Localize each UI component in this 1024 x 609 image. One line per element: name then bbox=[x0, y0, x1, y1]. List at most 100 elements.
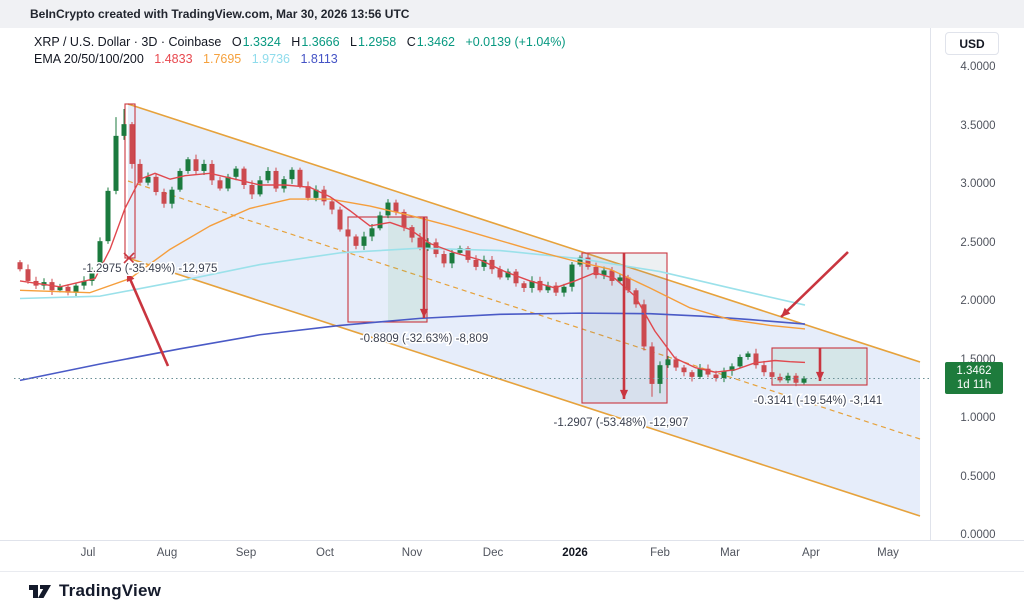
candle-body bbox=[409, 227, 415, 238]
candle-body bbox=[169, 189, 175, 204]
candle-body bbox=[281, 179, 287, 189]
candle-body bbox=[681, 367, 687, 373]
candle-body bbox=[345, 229, 351, 237]
ema20-value: 1.4833 bbox=[154, 52, 193, 66]
last-price-label: 1.3462 1d 11h bbox=[945, 362, 1003, 395]
candle-body bbox=[657, 365, 663, 384]
price-tick-label: 0.0000 bbox=[960, 529, 996, 541]
symbol-row: XRP / U.S. Dollar · 3D · Coinbase O1.332… bbox=[34, 34, 566, 51]
candle-body bbox=[689, 372, 695, 377]
high-value: 1.3666 bbox=[301, 35, 340, 49]
candle-body bbox=[441, 254, 447, 264]
tradingview-logo[interactable]: TradingView bbox=[28, 580, 161, 602]
candle-body bbox=[625, 277, 631, 291]
attribution-bar: BeInCrypto created with TradingView.com,… bbox=[0, 0, 1024, 28]
time-tick-label: Mar bbox=[720, 547, 740, 559]
measure-arrow-head bbox=[419, 308, 429, 318]
price-tick-label: 2.0000 bbox=[960, 295, 996, 307]
candle-body bbox=[641, 304, 647, 347]
candle-body bbox=[393, 202, 399, 212]
candle-body bbox=[697, 368, 703, 377]
candle-body bbox=[553, 285, 559, 293]
time-tick-label: Oct bbox=[316, 547, 334, 559]
candle-body bbox=[209, 163, 215, 181]
candle-body bbox=[665, 359, 671, 366]
ema200-value: 1.8113 bbox=[300, 52, 338, 66]
close-value: 1.3462 bbox=[416, 35, 455, 49]
price-tick-label: 2.5000 bbox=[960, 236, 996, 249]
symbol-title[interactable]: XRP / U.S. Dollar · 3D · Coinbase bbox=[34, 35, 222, 49]
candle-body bbox=[233, 168, 239, 177]
time-axis[interactable]: Jul Aug Sep Oct Nov Dec 2026 Feb Mar Apr May bbox=[0, 540, 1024, 572]
measure-label: -1.2975 (-35.49%) -12,975 bbox=[83, 263, 218, 275]
measure-label: -1.2907 (-53.48%) -12,907 bbox=[554, 417, 689, 429]
candle-body bbox=[385, 202, 391, 216]
currency-button[interactable]: USD bbox=[945, 32, 999, 55]
candle-body bbox=[401, 211, 407, 228]
pointer-arrow-1 bbox=[125, 271, 170, 367]
candle-body bbox=[153, 176, 159, 193]
candle-body bbox=[121, 124, 127, 136]
candle-body bbox=[377, 215, 383, 229]
candle-body bbox=[313, 189, 319, 198]
low-value: 1.2958 bbox=[357, 35, 397, 49]
ema200-line bbox=[19, 312, 806, 382]
time-tick-label: Sep bbox=[235, 547, 257, 559]
candle-body bbox=[425, 242, 431, 249]
ema-row: EMA 20/50/100/200 1.4833 1.7695 1.9736 1… bbox=[34, 51, 566, 68]
candle-body bbox=[193, 159, 199, 171]
time-tick-label: Feb bbox=[650, 547, 670, 559]
candle-body bbox=[225, 176, 231, 189]
channel-median-line bbox=[127, 180, 921, 440]
price-axis[interactable]: USD 4.0000 3.5000 3.0000 2.5000 2.0000 1.5000… bbox=[930, 28, 1024, 541]
candle-body bbox=[745, 353, 751, 357]
candle-body bbox=[497, 269, 503, 278]
chart-canvas[interactable]: -1.2975 (-35.49%) -12,975 -0.8809 (-32.63… bbox=[0, 28, 930, 540]
ema50-line bbox=[19, 198, 806, 330]
candle-body bbox=[185, 159, 191, 171]
candle-body bbox=[729, 366, 735, 372]
candle-body bbox=[113, 135, 119, 191]
candle-body bbox=[585, 257, 591, 267]
candle-body bbox=[241, 168, 247, 185]
candle-body bbox=[705, 368, 711, 375]
chart-area[interactable]: -1.2975 (-35.49%) -12,975 -0.8809 (-32.63… bbox=[0, 28, 930, 540]
ema-title[interactable]: EMA 20/50/100/200 bbox=[34, 52, 144, 66]
candle-body bbox=[569, 264, 575, 287]
bar-countdown: 1d 11h bbox=[956, 379, 992, 392]
candle-body bbox=[537, 280, 543, 291]
price-tick-label: 4.0000 bbox=[960, 61, 996, 73]
pointer-arrow-2-head bbox=[781, 307, 791, 317]
price-tick-label: 1.0000 bbox=[960, 412, 996, 424]
candle-body bbox=[353, 236, 359, 246]
candle-body bbox=[201, 163, 207, 171]
candle-body bbox=[609, 270, 615, 281]
candle-body bbox=[265, 170, 271, 181]
candle-body bbox=[449, 252, 455, 264]
candle-body bbox=[369, 228, 375, 237]
candle-body bbox=[89, 271, 95, 281]
candle-body bbox=[289, 169, 295, 180]
candle-body bbox=[465, 248, 471, 260]
tradingview-logo-icon bbox=[29, 585, 51, 598]
candle-body bbox=[601, 270, 607, 276]
candle-body bbox=[801, 378, 807, 383]
candle-body bbox=[649, 346, 655, 384]
candle-body bbox=[577, 257, 583, 265]
price-tick-label: 3.0000 bbox=[960, 178, 996, 190]
candle-body bbox=[81, 280, 87, 286]
ema50-value: 1.7695 bbox=[203, 52, 242, 66]
low-label: L bbox=[350, 35, 357, 49]
time-tick-label: Apr bbox=[802, 547, 820, 559]
candle-body bbox=[521, 283, 527, 288]
candle-body bbox=[321, 189, 327, 202]
candle-body bbox=[561, 286, 567, 293]
measure-cross bbox=[123, 252, 135, 264]
pointer-arrow-2 bbox=[780, 251, 849, 318]
candle-body bbox=[57, 286, 63, 291]
measure-label: -0.8809 (-32.63%) -8,809 bbox=[360, 333, 489, 345]
candle-body bbox=[761, 365, 767, 373]
candle-body bbox=[481, 259, 487, 267]
candle-body bbox=[73, 285, 79, 293]
measure-shade bbox=[388, 217, 427, 322]
